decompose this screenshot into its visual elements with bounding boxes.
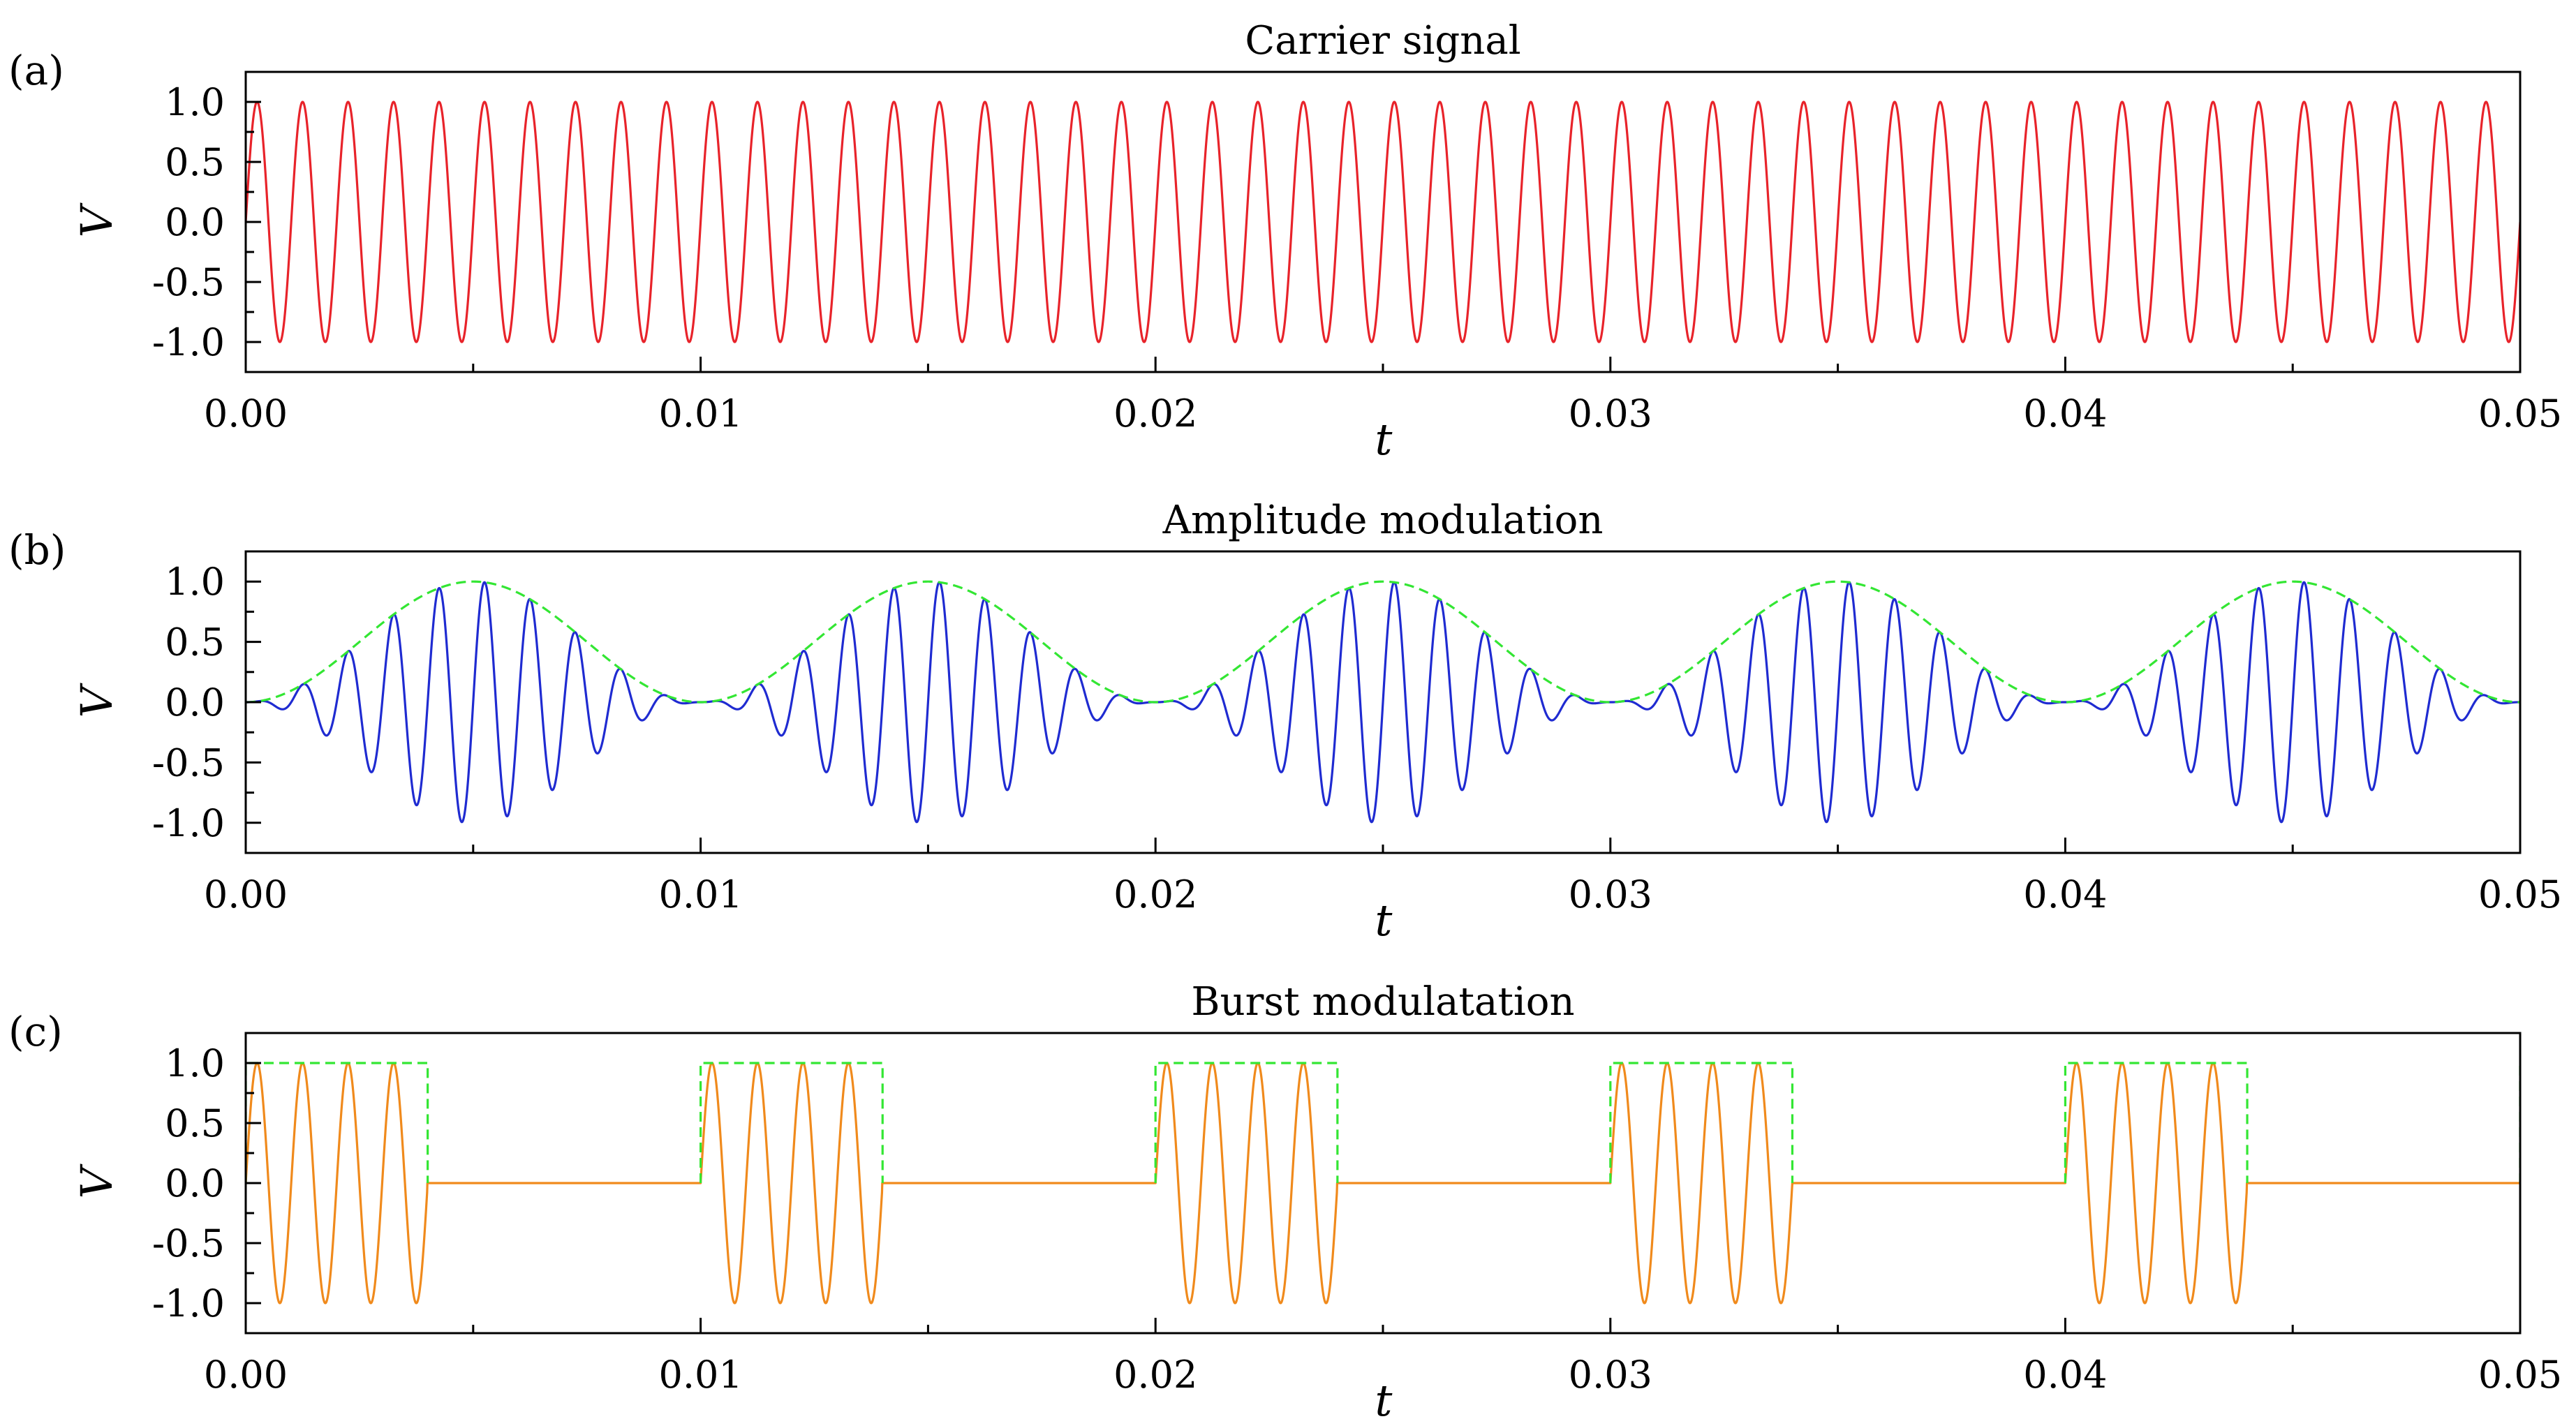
series-line-0 (246, 581, 2520, 824)
x-tick-label: 0.04 (2023, 872, 2107, 916)
chart-title: Carrier signal (1245, 18, 1520, 64)
x-axis-label: t (1375, 414, 1393, 465)
x-tick-label: 0.03 (1569, 872, 1652, 916)
x-tick-label: 0.02 (1113, 392, 1197, 436)
y-tick-label: -0.5 (152, 741, 225, 785)
panel-label: (a) (8, 47, 64, 94)
series-line-1 (246, 580, 2520, 704)
x-tick-label: 0.05 (2478, 392, 2562, 436)
chart-title: Amplitude modulation (1162, 498, 1604, 543)
y-tick-label: -0.5 (152, 260, 225, 304)
panel-label: (c) (8, 1008, 63, 1055)
panel-label: (b) (8, 526, 66, 574)
x-tick-label: 0.01 (658, 872, 742, 916)
y-tick-label: 0.0 (165, 200, 225, 244)
x-tick-label: 0.05 (2478, 1353, 2562, 1397)
series-line-1 (246, 1062, 2520, 1183)
y-tick-label: -0.5 (152, 1221, 225, 1265)
panel-burst-modulation: 0.00 0.01 0.02 0.03 0.04 0.05 -1.0 -0.5 0.0 0.5 1.… (8, 979, 2562, 1419)
y-tick-label: 1.0 (165, 1041, 225, 1085)
x-tick-label: 0.00 (204, 872, 288, 916)
series-line-0 (246, 101, 2520, 343)
panel-amplitude-modulation: 0.00 0.01 0.02 0.03 0.04 0.05 -1.0 -0.5 0.0 0.5 1.… (8, 498, 2562, 946)
x-tick-label: 0.03 (1569, 392, 1652, 436)
y-axis-label: V (71, 202, 122, 237)
y-tick-label: -1.0 (152, 1281, 225, 1325)
y-axis-label: V (71, 682, 122, 718)
y-tick-label: 0.0 (165, 1161, 225, 1205)
x-tick-label: 0.02 (1113, 872, 1197, 916)
x-tick-label: 0.01 (658, 392, 742, 436)
y-tick-label: -1.0 (152, 801, 225, 845)
y-tick-label: 1.0 (165, 80, 225, 124)
x-tick-label: 0.03 (1569, 1353, 1652, 1397)
x-tick-label: 0.02 (1113, 1353, 1197, 1397)
y-axis-label: V (71, 1163, 122, 1198)
chart-title: Burst modulatation (1191, 979, 1574, 1025)
y-tick-label: 0.5 (165, 140, 225, 184)
x-axis-label: t (1375, 895, 1393, 946)
y-tick-label: 0.0 (165, 681, 225, 725)
x-tick-label: 0.00 (204, 1353, 288, 1397)
x-tick-label: 0.01 (658, 1353, 742, 1397)
panel-carrier-signal: 0.00 0.01 0.02 0.03 0.04 0.05 -1.0 -0.5 0.0 0.5 1.… (8, 18, 2562, 465)
x-axis-label: t (1375, 1375, 1393, 1419)
y-tick-label: 0.5 (165, 1101, 225, 1145)
x-tick-label: 0.04 (2023, 392, 2107, 436)
series-line-0 (246, 1062, 2520, 1305)
x-tick-label: 0.05 (2478, 872, 2562, 916)
plot-area (246, 1062, 2520, 1305)
x-tick-label: 0.04 (2023, 1353, 2107, 1397)
y-tick-label: 1.0 (165, 560, 225, 604)
y-tick-label: 0.5 (165, 621, 225, 664)
plot-area (246, 101, 2520, 343)
x-tick-label: 0.00 (204, 392, 288, 436)
plot-area (246, 580, 2520, 824)
y-tick-label: -1.0 (152, 320, 225, 364)
